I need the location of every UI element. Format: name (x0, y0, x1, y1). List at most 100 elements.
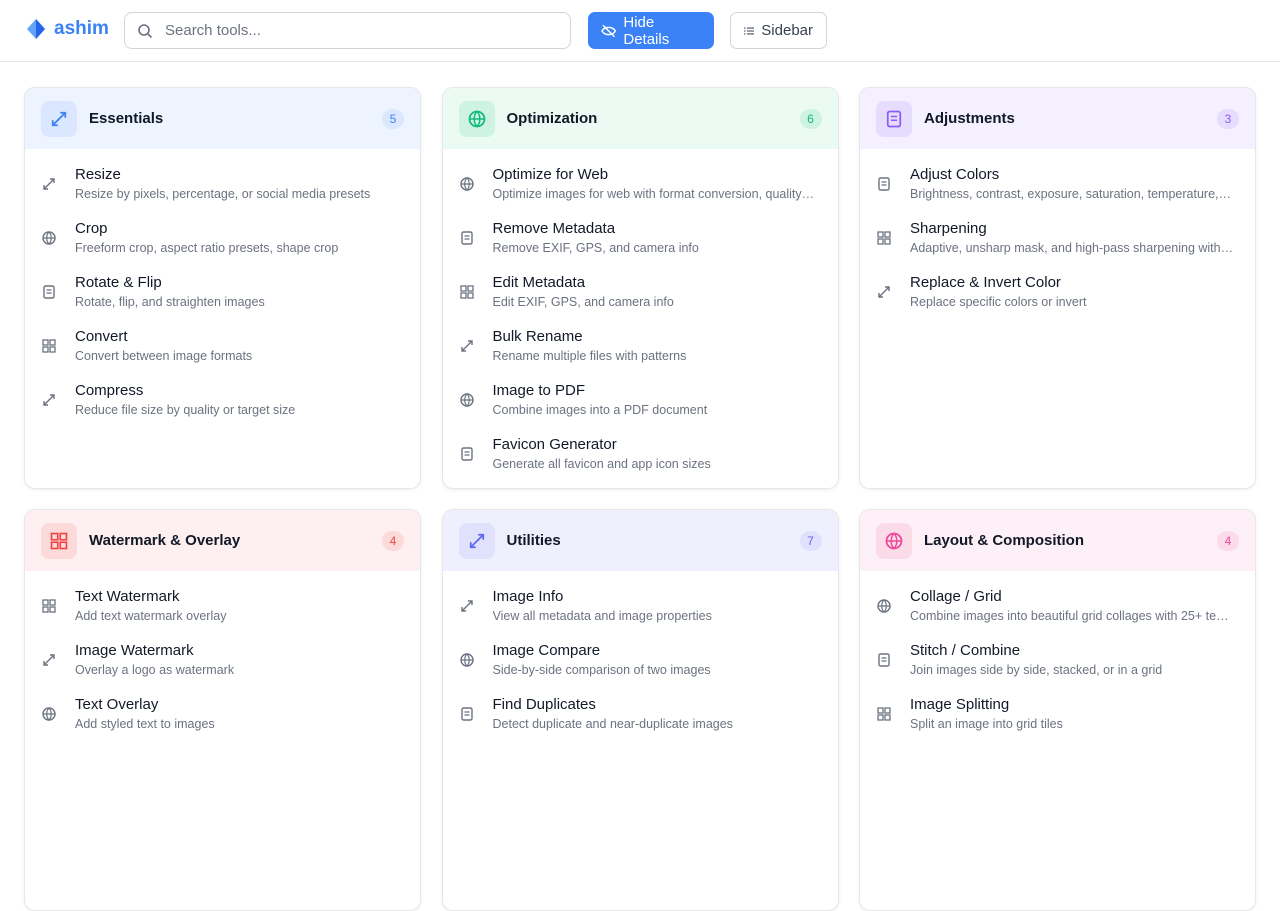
tool-description: Overlay a logo as watermark (75, 663, 235, 677)
tool-list: Collage / Grid Combine images into beauti… (860, 571, 1255, 747)
tool-item[interactable]: Image Compare Side-by-side comparison of … (459, 639, 822, 693)
tool-item[interactable]: Sharpening Adaptive, unsharp mask, and hi… (876, 217, 1239, 271)
tool-item[interactable]: Crop Freeform crop, aspect ratio presets,… (41, 217, 404, 271)
tool-text: Image Compare Side-by-side comparison of … (493, 639, 822, 693)
brand[interactable]: ashim (26, 18, 109, 40)
tool-name: Image Compare (492, 642, 601, 659)
category-icon (41, 100, 77, 137)
tool-item[interactable]: Stitch / Combine Join images side by side… (876, 639, 1239, 693)
eye-off-icon (601, 24, 617, 37)
category-card: Adjustments 3 Adjust Colors Brightness, con… (859, 87, 1256, 489)
category-card: Essentials 5 Resize Resize by pixels, perce… (24, 87, 421, 489)
tool-description: Add text watermark overlay (75, 609, 227, 623)
icon (460, 447, 473, 461)
tool-name: Image Watermark (75, 642, 194, 659)
tool-text: Text Watermark Add text watermark overlay (75, 585, 404, 639)
icon (460, 231, 473, 245)
tool-item[interactable]: Replace & Invert Color Replace specific c… (876, 271, 1239, 325)
tool-description: Combine images into beautiful grid colla… (910, 609, 1229, 623)
icon (877, 599, 891, 613)
tool-text: Crop Freeform crop, aspect ratio presets,… (75, 217, 404, 271)
icon (459, 285, 474, 299)
icon (886, 110, 902, 127)
tool-name: Convert (75, 328, 128, 345)
tool-item[interactable]: Compress Reduce file size by quality or t… (41, 379, 404, 433)
tool-text: Image Watermark Overlay a logo as waterma… (75, 639, 404, 693)
icon (885, 532, 903, 550)
tool-description: Optimize images for web with format conv… (492, 187, 815, 201)
tool-icon (41, 639, 59, 693)
tool-text: Bulk Rename Rename multiple files with pa… (493, 325, 822, 379)
tool-name: Bulk Rename (492, 328, 583, 345)
icon (43, 178, 55, 190)
tool-description: Adaptive, unsharp mask, and high-pass sh… (910, 241, 1234, 255)
category-title: Adjustments (924, 110, 1015, 127)
card-header: Layout & Composition 4 (860, 510, 1255, 571)
tool-text: Compress Reduce file size by quality or t… (75, 379, 404, 433)
tool-name: Image Splitting (910, 696, 1010, 713)
tool-name: Replace & Invert Color (910, 274, 1061, 291)
search-icon (138, 23, 153, 38)
tool-description: Resize by pixels, percentage, or social … (75, 187, 371, 201)
tool-name: Favicon Generator (492, 436, 617, 453)
tool-name: Edit Metadata (492, 274, 586, 291)
tool-item[interactable]: Remove Metadata Remove EXIF, GPS, and cam… (459, 217, 822, 271)
tool-description: Combine images into a PDF document (492, 403, 708, 417)
tool-item[interactable]: Image Splitting Split an image into grid … (876, 693, 1239, 747)
tool-text: Convert Convert between image formats (75, 325, 404, 379)
tool-item[interactable]: Find Duplicates Detect duplicate and near… (459, 693, 822, 747)
tool-description: Brightness, contrast, exposure, saturati… (910, 187, 1231, 201)
tool-icon (459, 271, 477, 325)
tool-count: 5 (382, 108, 404, 129)
tool-description: Edit EXIF, GPS, and camera info (492, 295, 674, 309)
tool-list: Text Watermark Add text watermark overlay… (25, 571, 420, 747)
tool-item[interactable]: Favicon Generator Generate all favicon an… (459, 433, 822, 487)
tool-item[interactable]: Resize Resize by pixels, percentage, or s… (41, 163, 404, 217)
tool-item[interactable]: Bulk Rename Rename multiple files with pa… (459, 325, 822, 379)
tool-item[interactable]: Image Watermark Overlay a logo as waterma… (41, 639, 404, 693)
tool-item[interactable]: Optimize for Web Optimize images for web … (459, 163, 822, 217)
category-card: Watermark & Overlay 4 Text Watermark Add te… (24, 509, 421, 911)
tool-description: Side-by-side comparison of two images (492, 663, 711, 677)
tool-icon (41, 585, 59, 639)
icon (460, 340, 473, 352)
tool-text: Collage / Grid Combine images into beauti… (910, 585, 1239, 639)
tool-item[interactable]: Rotate & Flip Rotate, flip, and straighte… (41, 271, 404, 325)
tool-icon (876, 271, 894, 325)
tool-name: Sharpening (910, 220, 987, 237)
icon (878, 286, 890, 298)
tool-item[interactable]: Image Info View all metadata and image pr… (459, 585, 822, 639)
hide-details-button[interactable]: Hide Details (588, 12, 714, 49)
tool-item[interactable]: Text Overlay Add styled text to images (41, 693, 404, 747)
icon (877, 231, 891, 245)
tool-icon (41, 693, 59, 747)
tool-description: Reduce file size by quality or target si… (75, 403, 296, 417)
tool-item[interactable]: Convert Convert between image formats (41, 325, 404, 379)
tool-name: Optimize for Web (492, 166, 609, 183)
tool-text: Adjust Colors Brightness, contrast, expos… (910, 163, 1239, 217)
tool-description: Split an image into grid tiles (910, 717, 1063, 731)
tool-name: Remove Metadata (492, 220, 616, 237)
card-header: Adjustments 3 (860, 88, 1255, 149)
tool-name: Resize (75, 166, 121, 183)
tool-text: Replace & Invert Color Replace specific c… (910, 271, 1239, 325)
tool-item[interactable]: Image to PDF Combine images into a PDF do… (459, 379, 822, 433)
tool-icon (459, 325, 477, 379)
sidebar-button[interactable]: Sidebar (730, 12, 827, 49)
tool-item[interactable]: Edit Metadata Edit EXIF, GPS, and camera … (459, 271, 822, 325)
card-header: Essentials 5 (25, 88, 420, 149)
tool-text: Text Overlay Add styled text to images (75, 693, 404, 747)
tool-item[interactable]: Text Watermark Add text watermark overlay (41, 585, 404, 639)
tool-icon (876, 163, 894, 217)
tool-name: Rotate & Flip (75, 274, 162, 291)
tool-item[interactable]: Adjust Colors Brightness, contrast, expos… (876, 163, 1239, 217)
tool-name: Find Duplicates (492, 696, 596, 713)
card-header: Watermark & Overlay 4 (25, 510, 420, 571)
tool-icon (41, 163, 59, 217)
tool-name: Adjust Colors (910, 166, 1000, 183)
tool-list: Adjust Colors Brightness, contrast, expos… (860, 149, 1255, 325)
card-header: Optimization 6 (442, 88, 838, 149)
search-box[interactable]: Search tools... (124, 12, 571, 49)
icon (42, 231, 56, 245)
tool-item[interactable]: Collage / Grid Combine images into beauti… (876, 585, 1239, 639)
